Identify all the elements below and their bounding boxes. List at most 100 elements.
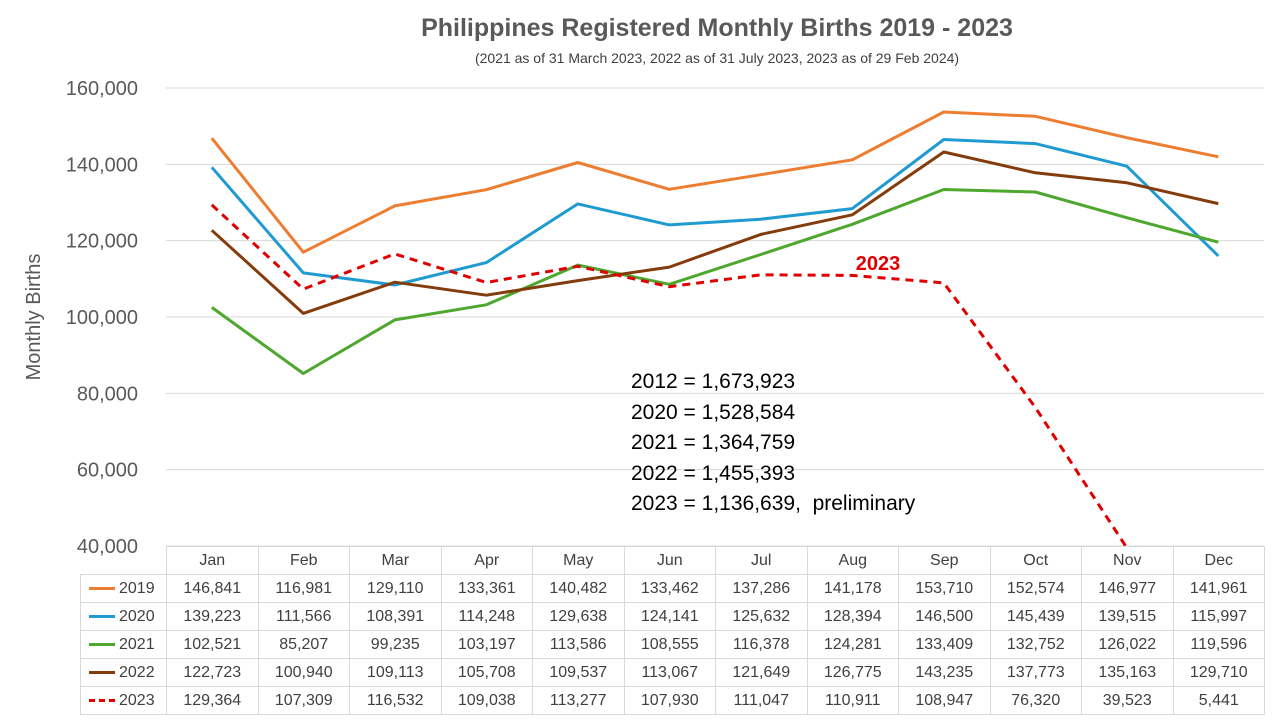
data-label: 108,947 [898, 686, 991, 715]
data-label: 126,775 [806, 658, 899, 687]
data-label: 129,110 [349, 574, 442, 603]
data-label: 137,773 [989, 658, 1082, 687]
data-label: 108,391 [349, 602, 442, 631]
table-row: 2022 122,723 100,940 109,113 105,708 109,537 1… [80, 658, 1265, 687]
table-corner [80, 546, 167, 575]
data-label: 116,532 [349, 686, 442, 715]
data-label: 125,632 [715, 602, 808, 631]
data-label: 141,178 [806, 574, 899, 603]
data-label: 113,586 [532, 630, 625, 659]
data-label: 115,997 [1172, 602, 1265, 631]
data-label: 146,500 [898, 602, 991, 631]
series-lines [210, 110, 1220, 547]
data-label: 103,197 [440, 630, 533, 659]
x-tick-label: Apr [440, 546, 533, 575]
table-row: 2020 139,223 111,566 108,391 114,248 129,638 1… [80, 602, 1265, 631]
data-label: 124,141 [623, 602, 716, 631]
x-tick-label: Oct [989, 546, 1082, 575]
data-label: 153,710 [898, 574, 991, 603]
total-line: 2021 = 1,364,759 [631, 431, 796, 454]
data-label: 116,378 [715, 630, 808, 659]
total-line: 2012 = 1,673,923 [631, 370, 796, 393]
data-label: 141,961 [1172, 574, 1265, 603]
data-label: 133,409 [898, 630, 991, 659]
legend-label: 2023 [119, 691, 155, 709]
data-label: 122,723 [166, 658, 259, 687]
y-tick-label: 120,000 [66, 231, 138, 253]
data-label: 76,320 [989, 686, 1082, 715]
data-label: 102,521 [166, 630, 259, 659]
legend-label: 2022 [119, 663, 155, 681]
data-label: 99,235 [349, 630, 442, 659]
series-annotation-2023: 2023 [856, 253, 901, 275]
data-label: 110,911 [806, 686, 899, 715]
data-label: 145,439 [989, 602, 1082, 631]
data-label: 139,515 [1081, 602, 1174, 631]
y-tick-label: 140,000 [66, 154, 138, 176]
x-tick-label: Mar [349, 546, 442, 575]
data-label: 137,286 [715, 574, 808, 603]
total-line: 2020 = 1,528,584 [631, 400, 796, 424]
series-line-2019 [210, 110, 1219, 254]
data-label: 108,555 [623, 630, 716, 659]
x-tick-label: Jan [166, 546, 259, 575]
data-label: 107,930 [623, 686, 716, 715]
data-label: 109,038 [440, 686, 533, 715]
series-line-2023 [210, 203, 1127, 547]
data-label: 119,596 [1172, 630, 1265, 659]
series-line-2020 [210, 138, 1220, 287]
data-label: 143,235 [898, 658, 991, 687]
data-label: 116,981 [257, 574, 350, 603]
annual-totals-annotation: 2012 = 1,673,923 2020 = 1,528,584 2021 =… [631, 367, 915, 520]
legend-key [89, 586, 115, 590]
data-label: 129,364 [166, 686, 259, 715]
legend-label: 2020 [119, 607, 155, 625]
legend-label: 2021 [119, 635, 155, 653]
data-label: 133,462 [623, 574, 716, 603]
y-tick-label: 60,000 [77, 460, 138, 482]
x-tick-label: Sep [898, 546, 991, 575]
data-label: 140,482 [532, 574, 625, 603]
x-tick-label: Nov [1081, 546, 1174, 575]
data-label: 121,649 [715, 658, 808, 687]
x-tick-label: Jun [623, 546, 716, 575]
y-axis-label: Monthly Births [23, 254, 45, 381]
data-label: 105,708 [440, 658, 533, 687]
data-label: 111,047 [715, 686, 808, 715]
legend-entry: 2020 [80, 602, 167, 631]
data-label: 146,977 [1081, 574, 1174, 603]
data-label: 5,441 [1172, 686, 1265, 715]
legend-label: 2019 [119, 579, 155, 597]
data-label: 139,223 [166, 602, 259, 631]
table-row: 2023 129,364 107,309 116,532 109,038 113,277 1… [80, 686, 1265, 715]
data-label: 129,638 [532, 602, 625, 631]
data-label: 111,566 [257, 602, 350, 631]
data-label: 126,022 [1081, 630, 1174, 659]
x-tick-label: Jul [715, 546, 808, 575]
data-label: 107,309 [257, 686, 350, 715]
data-label: 135,163 [1081, 658, 1174, 687]
y-axis-ticks: 40,00060,00080,000100,000120,000140,0001… [66, 78, 138, 558]
data-label: 113,067 [623, 658, 716, 687]
data-label: 85,207 [257, 630, 350, 659]
data-table: Jan Feb Mar Apr May Jun Jul Aug Sep Oct Nov Dec 201… [80, 546, 1265, 715]
data-label: 124,281 [806, 630, 899, 659]
x-tick-label: Feb [257, 546, 350, 575]
data-label: 113,277 [532, 686, 625, 715]
legend-key [89, 642, 115, 646]
legend-key [89, 670, 115, 674]
y-tick-label: 80,000 [77, 383, 138, 405]
legend-entry: 2019 [80, 574, 167, 603]
chart-title: Philippines Registered Monthly Births 20… [421, 14, 1013, 42]
total-line: 2022 = 1,455,393 [631, 461, 796, 485]
chart-subtitle: (2021 as of 31 March 2023, 2022 as of 31… [474, 50, 960, 66]
legend-key [89, 698, 115, 702]
data-label: 109,537 [532, 658, 625, 687]
legend-key [89, 614, 115, 618]
legend-entry: 2023 [80, 686, 167, 715]
total-line: 2023 = 1,136,639, preliminary [631, 492, 916, 515]
legend-entry: 2022 [80, 658, 167, 687]
data-label: 114,248 [440, 602, 533, 631]
y-tick-label: 100,000 [66, 307, 138, 329]
data-label: 132,752 [989, 630, 1082, 659]
